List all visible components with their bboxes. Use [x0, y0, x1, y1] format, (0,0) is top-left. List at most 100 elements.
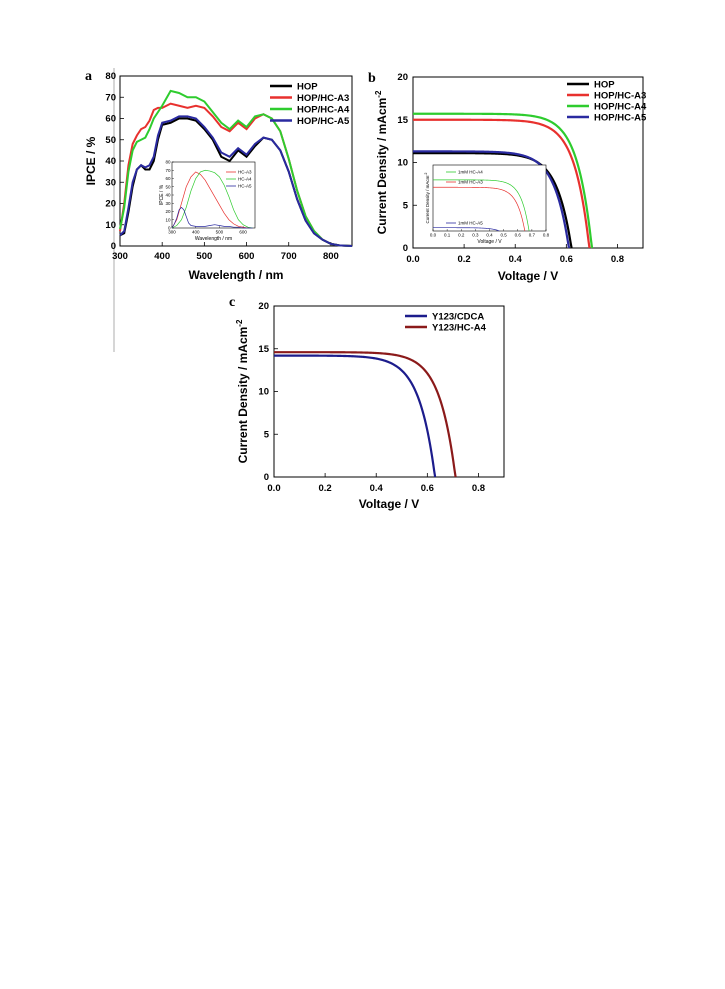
- x-tick-label: 0.0: [267, 483, 280, 494]
- inset-x-tick-label: 600: [239, 230, 247, 235]
- inset-x-tick-label: 0.1: [444, 233, 451, 238]
- inset-series-line-0: [171, 171, 253, 229]
- inset-series-line-2: [171, 206, 253, 229]
- inset-y-tick-label: 80: [165, 160, 171, 165]
- y-tick-label: 10: [105, 220, 116, 231]
- inset-frame: [432, 164, 547, 232]
- x-tick-label: 300: [112, 251, 128, 262]
- legend-label: HOP/HC-A3: [594, 90, 646, 101]
- y-tick-label: 20: [397, 72, 408, 83]
- legend-label: Y123/CDCA: [432, 311, 484, 322]
- inset-legend-label: HC-A5: [238, 184, 252, 189]
- x-tick-label: 0.0: [406, 254, 419, 265]
- inset-x-tick-label: 500: [216, 230, 224, 235]
- legend-label: HOP/HC-A5: [594, 112, 647, 123]
- inset-legend-label: HC-A3: [238, 170, 252, 175]
- series-line-1: [413, 118, 591, 249]
- x-tick-label: 700: [281, 251, 297, 262]
- y-axis-label: Current Density / mAcm-2: [235, 319, 250, 463]
- x-tick-label: 0.4: [509, 254, 523, 265]
- series-line-2: [413, 112, 594, 249]
- y-tick-label: 60: [105, 114, 116, 125]
- inset-legend-label: 1mM HC-A3: [458, 180, 483, 185]
- inset-legend-label: 1mM HC-A5: [458, 221, 483, 226]
- inset-y-tick-label: 20: [165, 209, 171, 214]
- panel-label: a: [85, 69, 92, 84]
- x-tick-label: 0.2: [458, 254, 471, 265]
- y-tick-label: 20: [258, 301, 269, 312]
- panel-label: c: [229, 295, 235, 310]
- y-tick-label: 0: [264, 472, 269, 483]
- inset-x-tick-label: 0.5: [500, 233, 507, 238]
- inset-b: 0.0 0.1 0.2 0.3 0.4 0.5 0.6 0.7 0.8 Voltage / V Cu…: [424, 164, 550, 245]
- legend-label: HOP: [594, 79, 615, 90]
- panel-label: b: [368, 71, 376, 86]
- inset-y-tick-label: 50: [165, 184, 171, 189]
- inset-x-tick-label: 0.8: [543, 233, 550, 238]
- x-axis-label: Wavelength / nm: [189, 268, 284, 282]
- y-tick-label: 0: [403, 243, 408, 254]
- inset-series-line-1: [433, 186, 526, 232]
- inset-y-tick-label: 70: [165, 168, 171, 173]
- x-tick-label: 0.8: [472, 483, 485, 494]
- x-tick-label: 600: [239, 251, 255, 262]
- y-axis-label: Current Density / mAcm-2: [374, 90, 389, 234]
- inset-a: 0 10 20 30 40 50 60 70 80 300 400 500 600 Wavelength …: [159, 160, 256, 242]
- inset-x-tick-label: 0.3: [472, 233, 479, 238]
- y-tick-label: 20: [105, 199, 116, 210]
- y-tick-label: 5: [403, 200, 409, 211]
- y-axis-label-sup: -2: [374, 90, 383, 98]
- inset-x-tick-label: 0.2: [458, 233, 465, 238]
- x-tick-label: 800: [323, 251, 339, 262]
- legend-label: HOP/HC-A4: [594, 101, 647, 112]
- inset-y-tick-label: 0: [168, 226, 171, 231]
- y-tick-label: 15: [258, 344, 269, 355]
- legend-label: HOP: [297, 81, 318, 92]
- y-tick-label: 15: [397, 115, 408, 126]
- x-axis-label: Voltage / V: [359, 497, 419, 511]
- x-tick-label: 400: [154, 251, 170, 262]
- inset-x-tick-label: 0.7: [529, 233, 536, 238]
- y-axis-label-sup: -2: [235, 319, 244, 327]
- panel-b: b 0 5 10 15 20 0.0 0.2 0.4 0.6 0.8 Voltage / V Curre…: [368, 71, 647, 283]
- x-tick-label: 0.6: [560, 254, 573, 265]
- y-axis-label: IPCE / %: [84, 136, 98, 185]
- inset-y-tick-label: 60: [165, 176, 171, 181]
- y-tick-label: 10: [397, 158, 408, 169]
- inset-legend-label: HC-A4: [238, 177, 252, 182]
- series-line-0: [274, 354, 437, 478]
- x-axis-label: Voltage / V: [498, 269, 558, 283]
- legend-label: HOP/HC-A3: [297, 93, 349, 104]
- series-line-2: [119, 89, 353, 247]
- inset-series-line-1: [171, 169, 253, 229]
- y-tick-label: 40: [105, 156, 116, 167]
- y-axis-label-text: Current Density / mAcm: [375, 98, 389, 235]
- x-tick-label: 0.4: [370, 483, 384, 494]
- x-tick-label: 0.2: [319, 483, 332, 494]
- y-tick-label: 70: [105, 92, 116, 103]
- inset-y-axis-label: Current Density / mAcm-2: [424, 173, 430, 224]
- inset-x-tick-label: 0.6: [515, 233, 522, 238]
- inset-x-tick-label: 0.0: [430, 233, 437, 238]
- x-tick-label: 0.6: [421, 483, 434, 494]
- legend-label: HOP/HC-A5: [297, 116, 350, 127]
- y-tick-label: 10: [258, 387, 269, 398]
- y-tick-label: 30: [105, 177, 116, 188]
- legend-label: HOP/HC-A4: [297, 104, 350, 115]
- inset-x-tick-label: 400: [192, 230, 200, 235]
- inset-x-axis-label: Wavelength / nm: [195, 236, 232, 242]
- y-axis-label-text: Current Density / mAcm: [236, 327, 250, 464]
- panel-c: c 0 5 10 15 20 0.0 0.2 0.4 0.6 0.8 Voltage / V Curre…: [229, 295, 505, 511]
- inset-x-axis-label: Voltage / V: [477, 239, 502, 245]
- inset-y-tick-label: 40: [165, 193, 171, 198]
- y-tick-label: 80: [105, 71, 116, 82]
- inset-y-axis-label-sup: -2: [424, 173, 428, 176]
- inset-x-tick-label: 300: [168, 230, 176, 235]
- x-tick-label: 500: [196, 251, 212, 262]
- legend-label: Y123/HC-A4: [432, 322, 487, 333]
- y-tick-label: 0: [111, 241, 116, 252]
- y-tick-label: 50: [105, 135, 116, 146]
- series-line-1: [274, 351, 457, 478]
